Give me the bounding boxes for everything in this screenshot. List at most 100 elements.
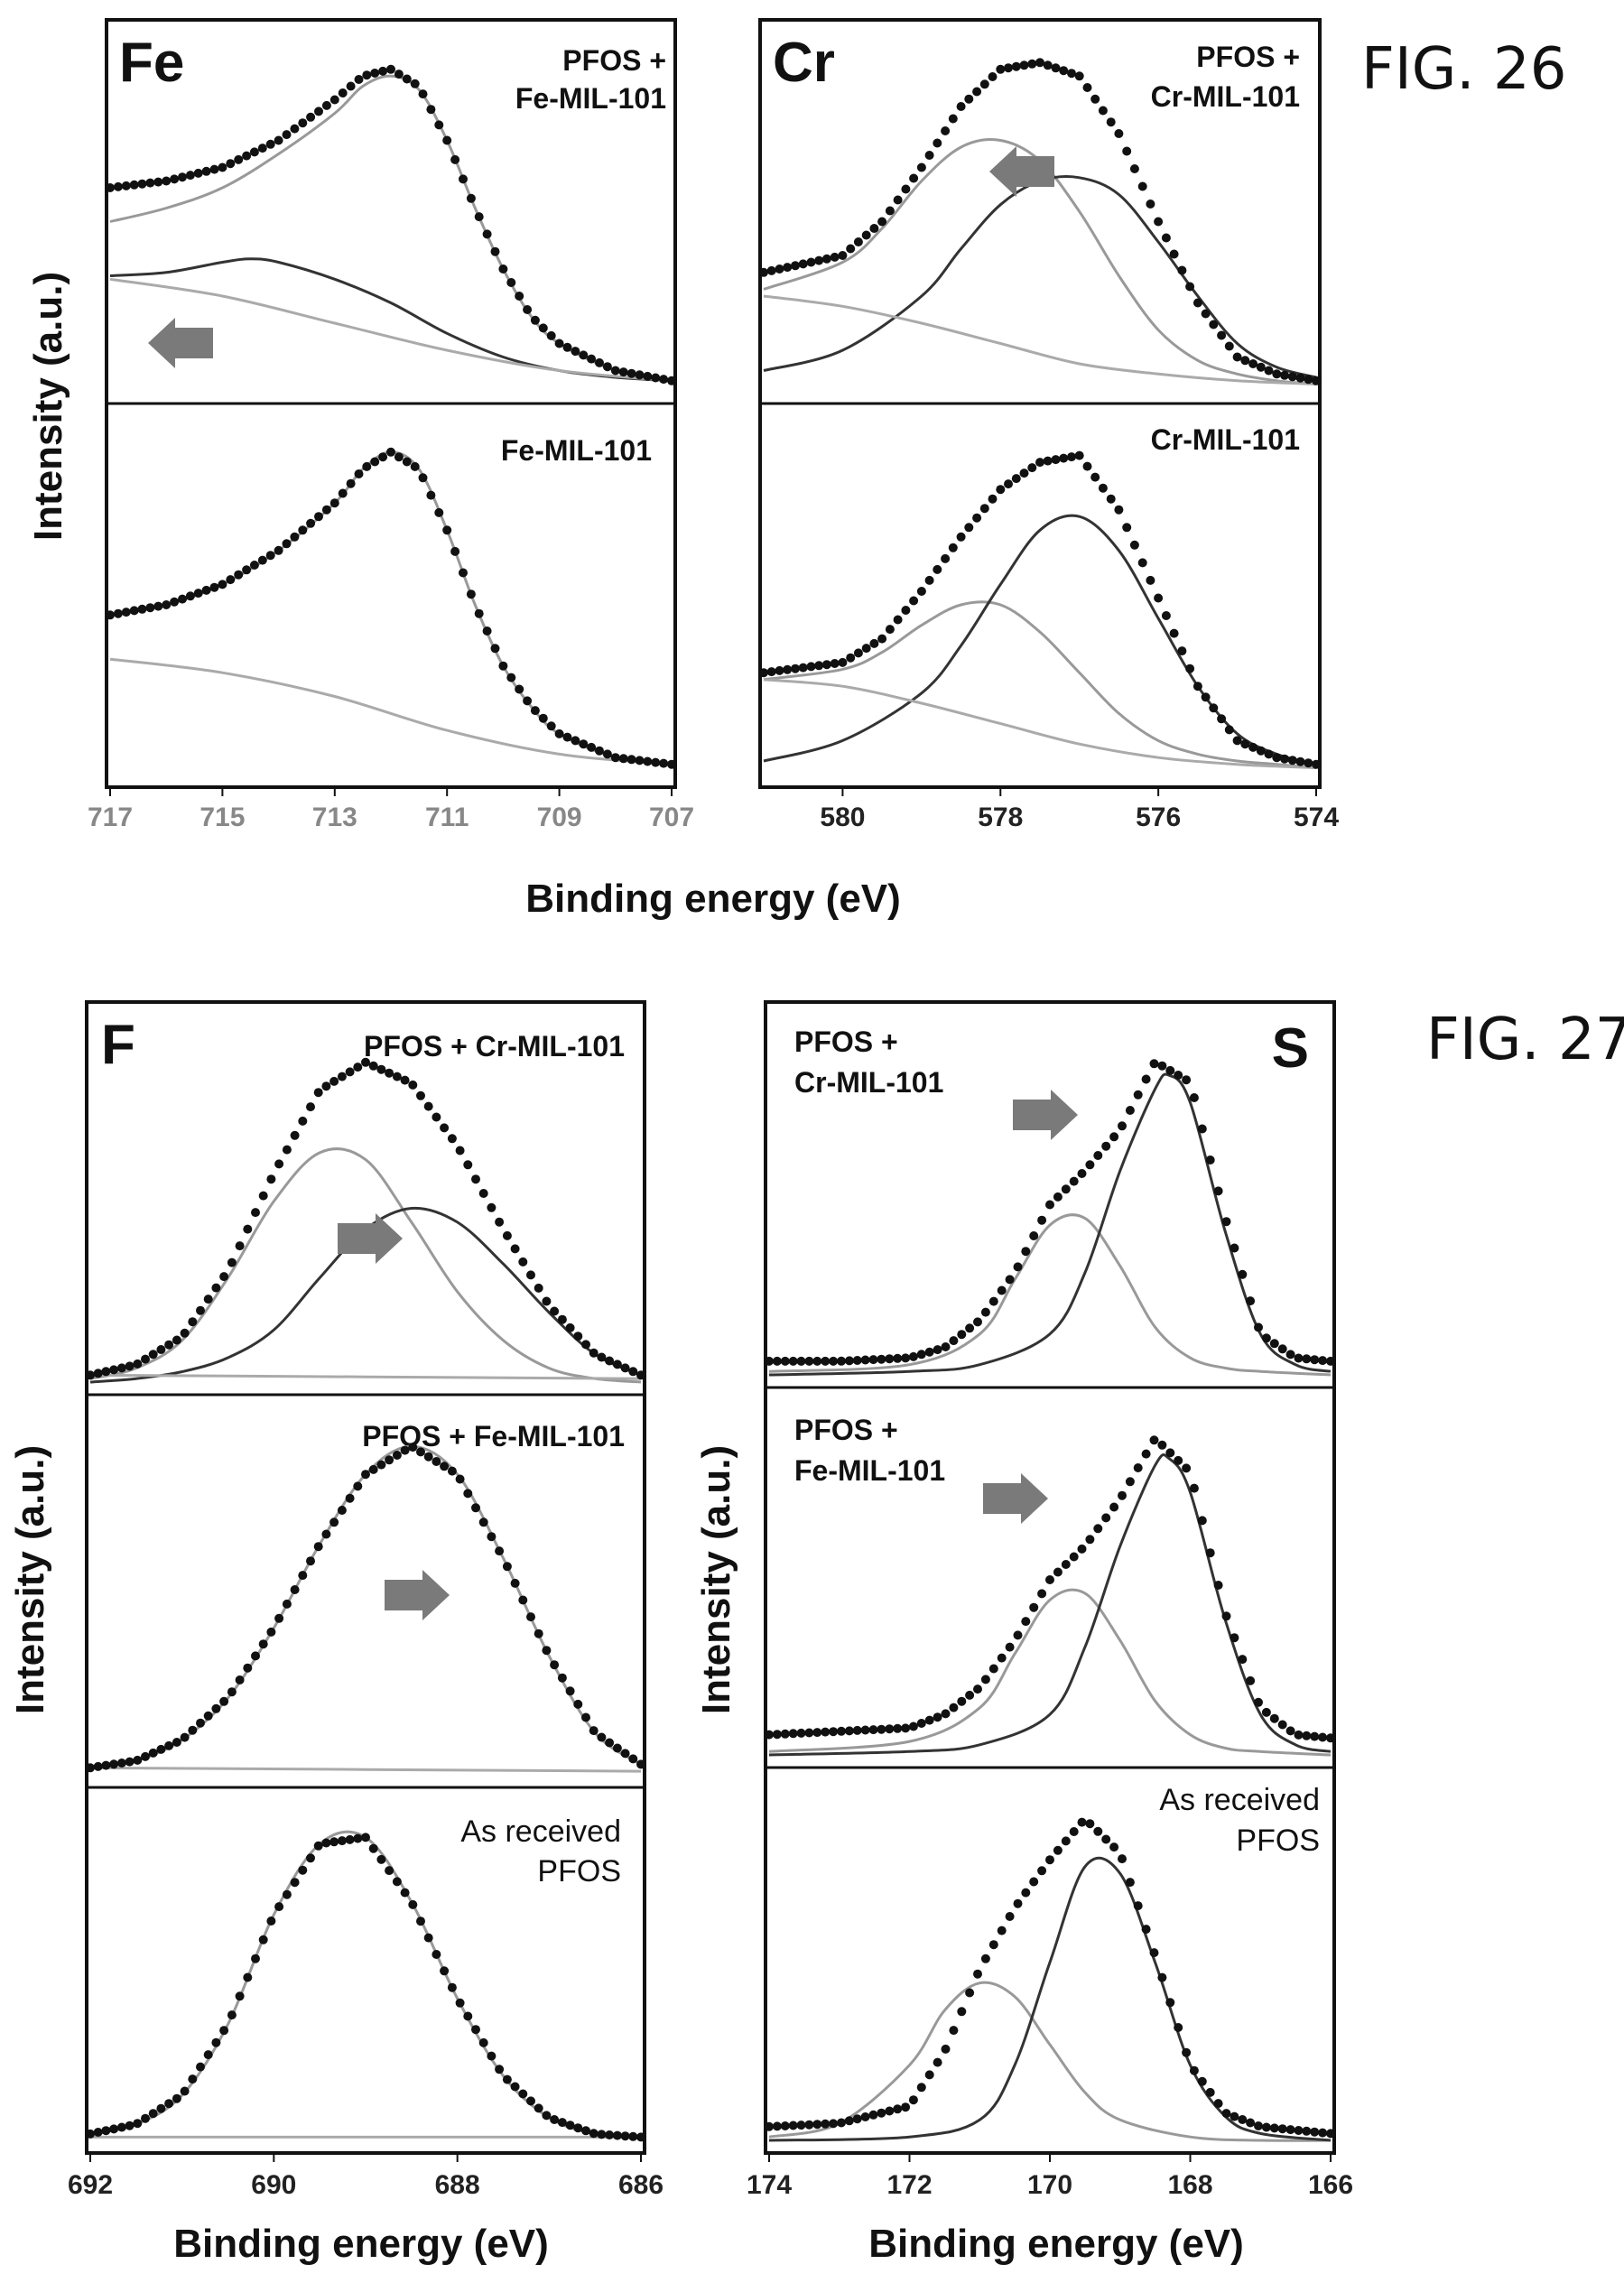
f-panel-3-data-point — [282, 1889, 292, 1899]
f-panel-3-data-point — [542, 2111, 552, 2121]
f-panel-2-data-point — [133, 1755, 143, 1765]
s-x-ticks: 174 172 170 168 166 — [747, 2153, 1353, 2200]
fe-panel-2-data-point — [410, 461, 420, 471]
f-panel-3-data-point — [290, 1878, 300, 1888]
cr-panel-1-background-line — [763, 294, 1317, 385]
s-panel-3-data-point — [997, 1926, 1007, 1935]
f-panel-2-data-point — [518, 1595, 528, 1605]
s-panel-3-data-point — [1118, 1854, 1127, 1864]
f-panel-3-data-point — [361, 1833, 370, 1842]
fe-panel-1-shift-arrow — [148, 318, 213, 368]
f-panel-3-data-point — [211, 2037, 221, 2047]
s-panel-1-data-point — [1077, 1169, 1087, 1178]
f-panel-3-data-point — [109, 2124, 119, 2134]
fe-panel-1-data-point — [410, 79, 420, 88]
f-panel-1-data-point — [93, 1369, 103, 1378]
f-panel-2-data-point — [542, 1646, 552, 1656]
fe-x-tick-label: 717 — [88, 803, 133, 832]
cr-panel-1-data-point — [964, 94, 974, 104]
f-panel-1-data-point — [219, 1272, 229, 1282]
fe-panel-2-data-point — [402, 457, 412, 467]
f-panel-1-data-point — [487, 1202, 496, 1212]
cr-panel-1-data-point — [1177, 265, 1187, 275]
cr-panel-2-data-point — [893, 615, 903, 625]
f-panel-2-data-point — [605, 1738, 615, 1748]
cr-panel-2-data-point — [1304, 758, 1313, 768]
f-panel-1-data-point — [148, 1350, 158, 1360]
cr-panel-1-data-point — [759, 267, 768, 277]
fe-panel-1-plot — [106, 64, 676, 385]
cr-panel-2-data-point — [766, 667, 776, 677]
fe-panel-2-data-point — [602, 749, 612, 759]
cr-panel-2-data-point — [1287, 756, 1297, 766]
s-panel-3-data-point — [1238, 2115, 1248, 2124]
f-panel-3-data-point — [432, 1950, 441, 1959]
s-panel-2-data-point — [1005, 1642, 1015, 1652]
f-panel-3-data-point — [597, 2130, 607, 2139]
s-panel-2-data-point — [1261, 1707, 1271, 1717]
s-panel-1-data-point — [877, 1354, 886, 1364]
cr-panel-2-data-point — [798, 663, 808, 673]
fe-panel-2-data-point — [587, 742, 597, 752]
s-panel-3-data-point — [1133, 1901, 1143, 1911]
fe-panel-2-data-point — [546, 721, 556, 731]
s-panel-3-label-line1: As received — [1159, 1783, 1320, 1817]
cr-panel-1-data-point — [814, 255, 824, 265]
s-panel-1-data-point — [1174, 1071, 1183, 1080]
f-panel-2-data-point — [573, 1699, 583, 1709]
s-panel-1-data-point — [1238, 1269, 1248, 1279]
s-panel-2-data-point — [1318, 1732, 1328, 1742]
s-panel-1-component-line — [768, 1072, 1332, 1377]
fe-panel-1-background-line — [109, 277, 673, 383]
fe-panel-1-data-point — [193, 168, 203, 178]
fe-panel-1-data-point — [354, 75, 364, 84]
fe-panel-1-data-point — [226, 159, 236, 169]
fe-panel-1-data-point — [482, 229, 492, 239]
fe-panel-2-data-point — [450, 546, 460, 556]
s-panel-3-data-point — [1093, 1826, 1103, 1836]
s-panel-2-data-point — [885, 1724, 895, 1734]
s-panel-3-data-point — [1277, 2124, 1287, 2134]
cr-panel-2-data-point — [1146, 575, 1155, 585]
fe-panel-1-data-point — [129, 180, 139, 190]
f-panel-3-data-point — [329, 1837, 339, 1847]
s-panel-2-data-point — [1021, 1617, 1031, 1627]
f-panel-3-data-point — [628, 2131, 638, 2141]
f-panel-2-data-point — [196, 1718, 205, 1728]
s-panel-3-data-point — [837, 2118, 846, 2128]
s-panel-2-data-point — [837, 1726, 846, 1736]
fe-panel-2-data-point — [346, 478, 356, 488]
f-panel-2-data-point — [432, 1457, 441, 1466]
s-panel-1-data-point — [908, 1351, 918, 1361]
f-x-tick-label: 686 — [618, 2170, 664, 2200]
cr-panel-1-data-point — [1019, 60, 1029, 70]
s-panel-3-data-point — [965, 1988, 975, 1998]
s-panel-2-data-point — [988, 1664, 998, 1674]
f-panel-2-data-point — [227, 1687, 237, 1697]
s-panel-2-data-point — [1326, 1733, 1335, 1743]
f-panel-1-data-point — [345, 1067, 355, 1077]
s-panel-3-data-point — [780, 2121, 790, 2130]
s-panel-1-data-point — [1029, 1231, 1039, 1240]
cr-panel-1-label-line2: Cr-MIL-101 — [1151, 80, 1300, 113]
fe-panel-1-data-point — [298, 118, 308, 128]
s-panel-1-data-point — [780, 1356, 790, 1366]
fe-panel-2-data-point — [667, 759, 676, 769]
fe-panel-2-data-point — [209, 582, 219, 592]
f-panel-2-data-point — [141, 1751, 150, 1761]
fe-panel-1-data-point — [651, 373, 661, 383]
cr-panel-1-data-point — [791, 261, 800, 271]
s-panel-2-data-point — [949, 1703, 959, 1712]
s-panel-1-data-point — [796, 1356, 806, 1366]
s-panel-2-data-point — [997, 1653, 1007, 1663]
s-panel-2-data-point — [1069, 1552, 1079, 1562]
cr-panel-2-data-point — [885, 625, 895, 635]
fe-panel-1-data-point — [466, 193, 476, 203]
s-panel-2-data-point — [852, 1725, 862, 1735]
fe-panel-1-data-point — [321, 100, 331, 110]
s-panel-3-data-point — [1230, 2111, 1239, 2121]
cr-panel-2-data-point — [988, 494, 998, 504]
fe-panel-2-data-point — [651, 757, 661, 767]
s-panel-1-data-point — [1085, 1160, 1095, 1170]
fe-panel-1-data-point — [579, 350, 589, 360]
